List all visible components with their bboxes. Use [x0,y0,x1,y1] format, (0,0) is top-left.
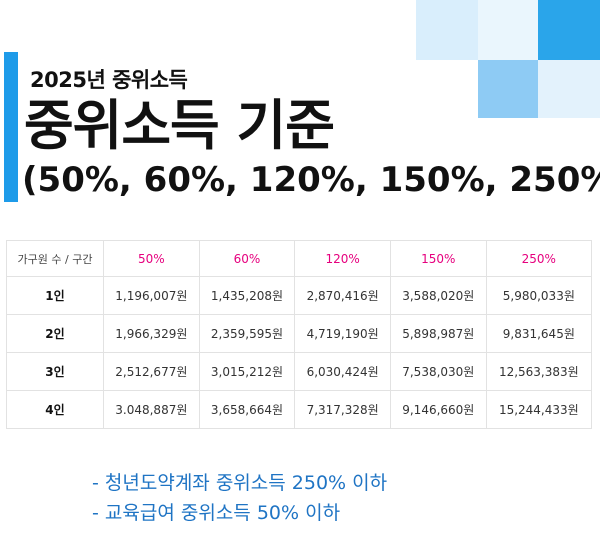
note-item: - 교육급여 중위소득 50% 이하 [92,502,341,524]
table-cell: 7,317,328원 [294,390,391,429]
row-label: 2인 [6,314,104,353]
column-header: 150% [389,240,487,277]
table-cell: 1,966,329원 [103,314,200,353]
table-row: 3인 2,512,677원 3,015,212원 6,030,424원 7,53… [6,352,593,391]
table-cell: 1,435,208원 [198,276,296,315]
table-cell: 2,512,677원 [103,352,200,391]
row-label: 3인 [6,352,104,391]
decor-square-4 [478,60,538,118]
table-cell: 3.048,887원 [103,390,200,429]
table-cell: 7,538,030원 [389,352,487,391]
decor-square-2 [478,0,538,60]
page-title-percentages: (50%, 60%, 120%, 150%, 250%) [22,160,600,200]
title-accent-bar [4,52,18,202]
table-row: 4인 3.048,887원 3,658,664원 7,317,328원 9,14… [6,390,593,429]
table-cell: 3,658,664원 [198,390,296,429]
table-cell: 15,244,433원 [485,390,593,429]
table-cell: 6,030,424원 [294,352,391,391]
decor-square-5 [538,60,600,118]
column-header: 50% [103,240,200,277]
column-header: 120% [294,240,391,277]
table-cell: 9,831,645원 [485,314,593,353]
table-row: 1인 1,196,007원 1,435,208원 2,870,416원 3,58… [6,276,593,315]
page-subtitle: 2025년 중위소득 [30,68,188,92]
median-income-table: 가구원 수 / 구간 50% 60% 120% 150% 250% 1인 1,1… [6,240,593,429]
table-cell: 4,719,190원 [294,314,391,353]
table-corner-label: 가구원 수 / 구간 [6,240,104,277]
table-cell: 2,870,416원 [294,276,391,315]
note-item: - 청년도약계좌 중위소득 250% 이하 [92,472,388,494]
table-row: 2인 1,966,329원 2,359,595원 4,719,190원 5,89… [6,314,593,353]
table-cell: 5,980,033원 [485,276,593,315]
decor-square-1 [416,0,478,60]
column-header: 250% [485,240,593,277]
table-cell: 1,196,007원 [103,276,200,315]
table-cell: 3,015,212원 [198,352,296,391]
column-header: 60% [198,240,296,277]
notes-list: - 청년도약계좌 중위소득 250% 이하 - 교육급여 중위소득 50% 이하 [92,468,387,528]
table-cell: 2,359,595원 [198,314,296,353]
page-title: 중위소득 기준 [24,94,335,157]
decor-square-3 [538,0,600,60]
table-cell: 3,588,020원 [389,276,487,315]
row-label: 4인 [6,390,104,429]
table-cell: 12,563,383원 [485,352,593,391]
table-cell: 9,146,660원 [389,390,487,429]
table-header-row: 가구원 수 / 구간 50% 60% 120% 150% 250% [6,240,593,277]
row-label: 1인 [6,276,104,315]
table-cell: 5,898,987원 [389,314,487,353]
